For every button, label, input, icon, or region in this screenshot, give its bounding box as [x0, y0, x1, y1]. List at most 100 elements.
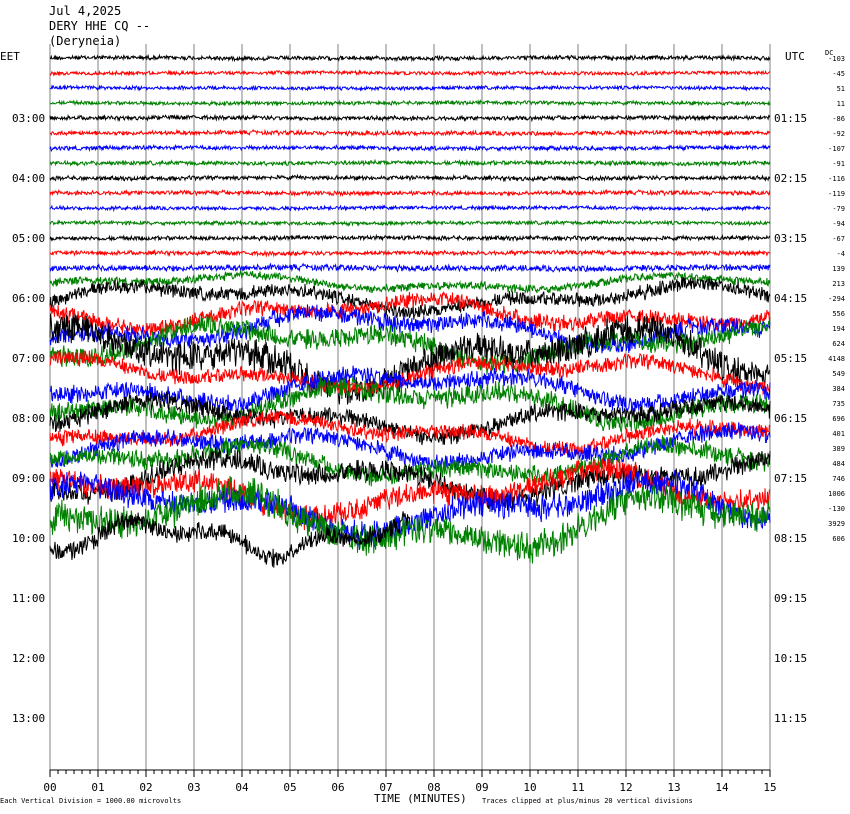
dc-offset-label: 3929	[828, 520, 845, 528]
left-hour-label: 04:00	[12, 172, 45, 185]
dc-offset-label: 556	[832, 310, 845, 318]
trace-line-8	[49, 158, 771, 168]
trace-line-21	[49, 312, 771, 405]
clip-note: Traces clipped at plus/minus 20 vertical…	[482, 797, 693, 805]
x-tick-label: 12	[619, 781, 632, 794]
dc-offset-label: 194	[832, 325, 845, 333]
dc-offset-label: 11	[837, 100, 845, 108]
left-hour-label: 13:00	[12, 712, 45, 725]
station-label: DERY HHE CQ --	[49, 19, 151, 33]
dc-offset-label: 389	[832, 445, 845, 453]
right-hour-label: 07:15	[774, 472, 807, 485]
trace-line-7	[49, 143, 771, 153]
location-label: (Deryneia)	[49, 34, 122, 48]
trace-line-31	[49, 470, 771, 550]
dc-offset-label: -79	[832, 205, 845, 213]
trace-line-1	[50, 53, 771, 63]
dc-offset-label: -91	[832, 160, 845, 168]
trace-line-27	[49, 422, 771, 471]
x-tick-label: 01	[91, 781, 104, 794]
trace-line-6	[49, 128, 771, 138]
dc-offset-label: 624	[832, 340, 845, 348]
x-tick-label: 08	[427, 781, 440, 794]
trace-line-2	[49, 69, 771, 77]
right-hour-label: 11:15	[774, 712, 807, 725]
x-tick-label: 03	[187, 781, 200, 794]
left-timezone-label: EET	[0, 50, 20, 63]
right-hour-label: 04:15	[774, 292, 807, 305]
dc-offset-label: -67	[832, 235, 845, 243]
x-tick-label: 11	[571, 781, 584, 794]
dc-offset-label: 746	[832, 475, 845, 483]
x-tick-label: 07	[379, 781, 392, 794]
trace-line-20	[49, 313, 771, 375]
trace-line-13	[49, 233, 771, 243]
right-hour-label: 01:15	[774, 112, 807, 125]
dc-offset-label: -294	[828, 295, 845, 303]
dc-offset-label: -4	[837, 250, 845, 258]
dc-label: DC	[825, 49, 834, 57]
trace-line-29	[49, 447, 771, 512]
right-hour-label: 05:15	[774, 352, 807, 365]
right-hour-label: 08:15	[774, 532, 807, 545]
trace-line-17	[49, 276, 771, 320]
x-tick-label: 06	[331, 781, 344, 794]
dc-offset-label: 4148	[828, 355, 845, 363]
right-hour-label: 02:15	[774, 172, 807, 185]
x-tick-label: 13	[667, 781, 680, 794]
dc-offset-label: 549	[832, 370, 845, 378]
trace-line-5	[49, 113, 771, 123]
right-hour-label: 10:15	[774, 652, 807, 665]
dc-offset-label: -116	[828, 175, 845, 183]
dc-offset-label: 213	[832, 280, 845, 288]
dc-offset-label: 384	[832, 385, 845, 393]
trace-line-22	[49, 349, 771, 396]
left-hour-label: 08:00	[12, 412, 45, 425]
x-tick-label: 10	[523, 781, 536, 794]
scale-note: Each Vertical Division = 1000.00 microvo…	[0, 797, 182, 805]
dc-offset-label: -86	[832, 115, 845, 123]
left-hour-label: 10:00	[12, 532, 45, 545]
dc-offset-label: 484	[832, 460, 845, 468]
dc-offset-label: -45	[832, 70, 845, 78]
left-hour-label: 09:00	[12, 472, 45, 485]
trace-line-33	[49, 511, 411, 568]
date-label: Jul 4,2025	[49, 4, 122, 18]
x-tick-label: 15	[763, 781, 776, 794]
dc-offset-label: -130	[828, 505, 845, 513]
left-hour-label: 07:00	[12, 352, 45, 365]
x-tick-label: 00	[43, 781, 56, 794]
x-tick-label: 14	[715, 781, 729, 794]
trace-line-4	[49, 99, 771, 108]
dc-offset-label: -119	[828, 190, 845, 198]
trace-line-28	[49, 435, 771, 487]
left-hour-label: 06:00	[12, 292, 45, 305]
x-axis-title: TIME (MINUTES)	[374, 792, 467, 805]
right-hour-label: 09:15	[774, 592, 807, 605]
dc-offset-label: -94	[832, 220, 845, 228]
trace-line-32	[49, 475, 771, 564]
x-tick-label: 02	[139, 781, 152, 794]
trace-line-11	[49, 204, 771, 213]
dc-offset-label: -103	[828, 55, 845, 63]
trace-line-15	[49, 262, 771, 273]
trace-line-12	[49, 218, 771, 228]
trace-line-16	[49, 269, 771, 294]
dc-offset-label: -92	[832, 130, 845, 138]
trace-line-24	[49, 376, 771, 434]
x-tick-label: 04	[235, 781, 249, 794]
left-hour-label: 12:00	[12, 652, 45, 665]
dc-offset-label: 1006	[828, 490, 845, 498]
right-timezone-label: UTC	[785, 50, 805, 63]
dc-offset-label: 401	[832, 430, 845, 438]
right-hour-label: 06:15	[774, 412, 807, 425]
x-tick-label: 09	[475, 781, 488, 794]
dc-offset-label: 735	[832, 400, 845, 408]
dc-offset-label: 139	[832, 265, 845, 273]
x-tick-label: 05	[283, 781, 296, 794]
dc-offset-label: 696	[832, 415, 845, 423]
trace-line-14	[49, 249, 771, 258]
dc-offset-label: -107	[828, 145, 845, 153]
trace-line-25	[49, 390, 771, 446]
